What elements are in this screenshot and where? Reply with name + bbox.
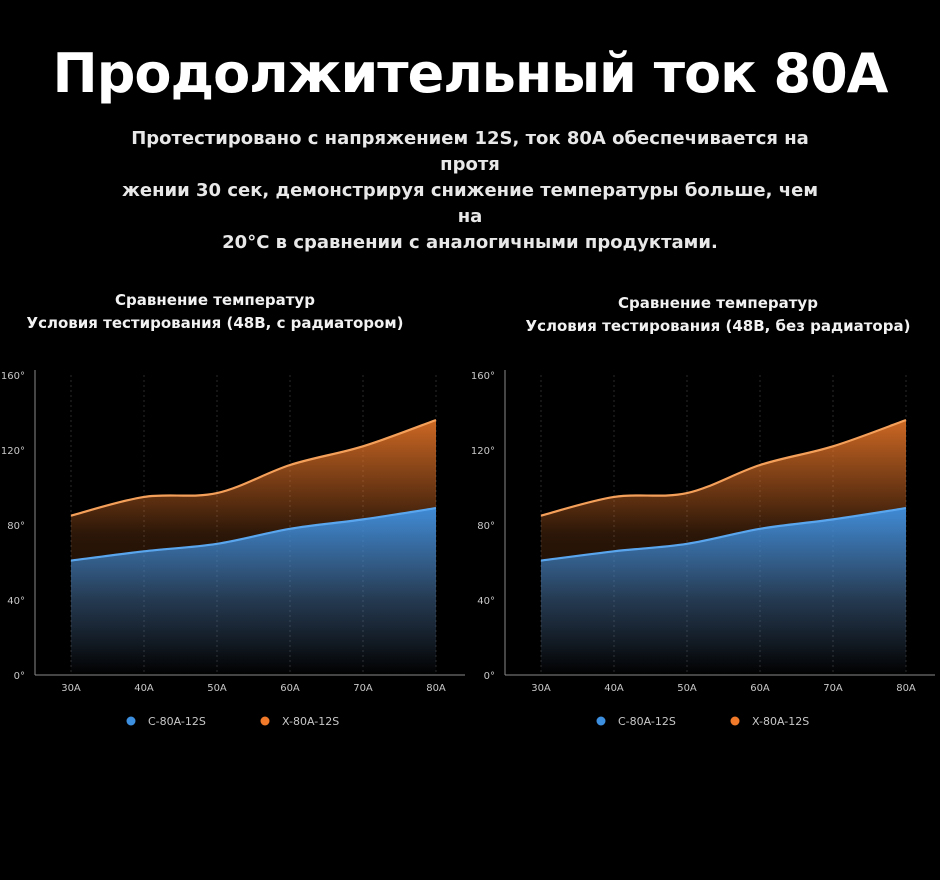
y-tick-label: 160° <box>1 371 25 382</box>
subtitle-line-2: жении 30 сек, демонстрируя снижение темп… <box>121 180 819 227</box>
y-tick-label: 0° <box>14 671 25 682</box>
legend-item-x-80a-12s: X-80A-12S <box>730 715 809 728</box>
chart-title-line-2: Условия тестирования (48В, без радиатора… <box>525 317 911 335</box>
legend-label: C-80A-12S <box>618 715 676 728</box>
x-tick-label: 30A <box>61 683 81 694</box>
y-tick-label: 40° <box>477 596 495 607</box>
legend-marker <box>730 716 740 726</box>
subtitle-line-3: 20°C в сравнении с аналогичными продукта… <box>222 232 718 253</box>
legend-item-c-80a-12s: C-80A-12S <box>596 715 676 728</box>
x-tick-label: 70A <box>823 683 843 694</box>
x-tick-label: 80A <box>896 683 916 694</box>
x-tick-label: 30A <box>531 683 551 694</box>
x-tick-label: 50A <box>207 683 227 694</box>
page-subtitle: Протестировано с напряжением 12S, ток 80… <box>120 126 820 256</box>
legend-marker <box>596 716 606 726</box>
temperature-chart-with-radiator: 0° 40° 80° 120° 160° 30A 40A 50A 60A 70A 80A C-80A-… <box>1 370 465 728</box>
legend-item-x-80a-12s: X-80A-12S <box>260 715 339 728</box>
series-line-c-80a-12s <box>70 507 437 562</box>
page-title: Продолжительный ток 80А <box>52 42 889 105</box>
series-line-x-80a-12s <box>70 418 437 517</box>
chart-title-line-2: Условия тестирования (48В, с радиатором) <box>26 314 404 332</box>
y-tick-label: 80° <box>477 521 495 532</box>
series-line-c-80a-12s <box>540 507 907 562</box>
legend-label: X-80A-12S <box>282 715 339 728</box>
x-tick-label: 70A <box>353 683 373 694</box>
chart-title-line-1: Сравнение температур <box>618 294 818 312</box>
temperature-chart-without-radiator: 0° 40° 80° 120° 160° 30A 40A 50A 60A 70A 80A C-80A-… <box>471 370 935 728</box>
y-tick-label: 40° <box>7 596 25 607</box>
subtitle-line-1: Протестировано с напряжением 12S, ток 80… <box>131 128 809 175</box>
y-tick-label: 0° <box>484 671 495 682</box>
x-tick-label: 40A <box>604 683 624 694</box>
x-tick-label: 50A <box>677 683 697 694</box>
chart-title-without-radiator: Сравнение температур Условия тестировани… <box>480 292 940 338</box>
y-tick-label: 160° <box>471 371 495 382</box>
y-tick-label: 120° <box>1 446 25 457</box>
y-tick-label: 120° <box>471 446 495 457</box>
x-tick-label: 60A <box>280 683 300 694</box>
y-tick-label: 80° <box>7 521 25 532</box>
legend-item-c-80a-12s: C-80A-12S <box>126 715 206 728</box>
x-tick-label: 80A <box>426 683 446 694</box>
chart-title-with-radiator: Сравнение температур Условия тестировани… <box>0 289 430 335</box>
legend-marker <box>260 716 270 726</box>
chart-title-line-1: Сравнение температур <box>115 291 315 309</box>
x-tick-label: 60A <box>750 683 770 694</box>
legend-label: X-80A-12S <box>752 715 809 728</box>
legend-label: C-80A-12S <box>148 715 206 728</box>
series-line-x-80a-12s <box>540 418 907 517</box>
x-tick-label: 40A <box>134 683 154 694</box>
legend-marker <box>126 716 136 726</box>
